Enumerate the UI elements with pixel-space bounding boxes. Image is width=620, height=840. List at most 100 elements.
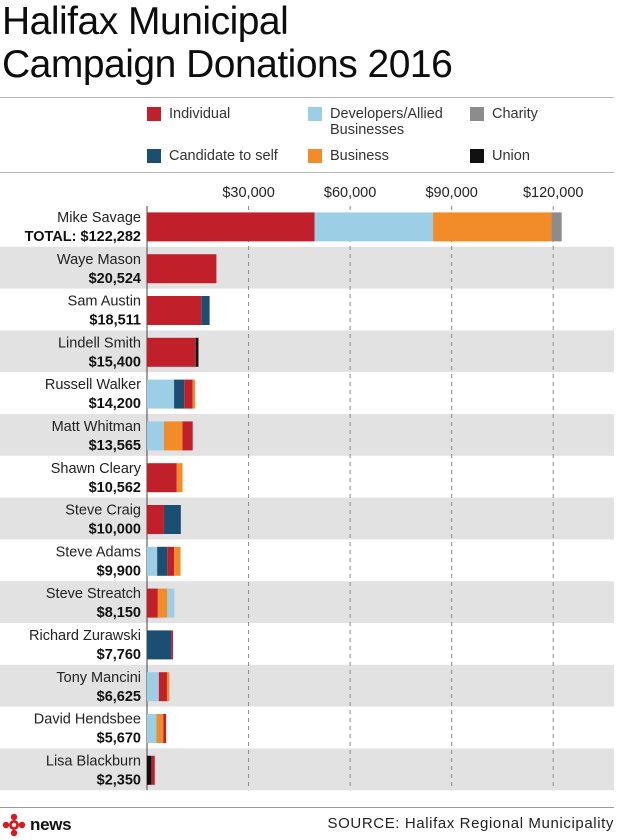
- source-note: SOURCE: Halifax Regional Municipality: [327, 815, 614, 832]
- bar-segment-individual: [147, 505, 164, 534]
- candidate-name: Steve Craig: [65, 503, 141, 519]
- row-shade: [0, 246, 614, 289]
- bar-segment-business: [166, 672, 170, 702]
- bar-segment-business: [157, 588, 168, 618]
- candidate-name: Steve Streatch: [46, 586, 141, 602]
- bar-segment-individual: [167, 546, 175, 576]
- candidate-total: $10,000: [89, 522, 141, 538]
- title-line-2: Campaign Donations 2016: [2, 43, 453, 86]
- bar-segment-business: [433, 212, 552, 242]
- title-line-1: Halifax Municipal: [2, 0, 289, 43]
- logo-text: news: [30, 815, 72, 834]
- candidate-name: Matt Whitman: [52, 419, 141, 435]
- bar-segment-developers-allied-businesses: [147, 714, 157, 743]
- x-tick-label: $90,000: [425, 185, 477, 201]
- legend-item-union: Union: [470, 148, 530, 164]
- bar-segment-candidate-to-self: [201, 296, 210, 325]
- legend-swatch-charity: [470, 107, 484, 121]
- candidate-name: Russell Walker: [45, 377, 141, 393]
- legend-swatch-union: [470, 149, 484, 163]
- candidate-total: $10,562: [89, 480, 141, 496]
- candidate-total: $13,565: [89, 438, 141, 454]
- title-divider: [0, 97, 614, 98]
- legend-label-charity: Charity: [492, 106, 538, 122]
- bar-segment-developers-allied-businesses: [147, 672, 159, 702]
- bar-segment-individual: [163, 714, 167, 743]
- candidate-name: Shawn Cleary: [51, 461, 142, 477]
- footer-divider: [0, 807, 614, 808]
- x-tick-label: $120,000: [523, 185, 583, 201]
- bar-segment-individual: [147, 212, 315, 242]
- legend-label-candidate-to-self: Candidate to self: [169, 148, 278, 164]
- candidate-total: $14,200: [89, 396, 141, 412]
- bar-segment-business: [163, 421, 183, 451]
- bar-segment-individual: [158, 672, 167, 702]
- candidate-name: Steve Adams: [56, 544, 141, 560]
- legend-item-business: Business: [308, 148, 389, 164]
- legend-swatch-candidate-to-self: [147, 149, 161, 163]
- bar-segment-individual: [147, 337, 196, 367]
- bar-segment-individual: [147, 254, 217, 284]
- candidate-name: David Hendsbee: [34, 712, 141, 728]
- candidate-total: $6,625: [97, 689, 141, 705]
- legend-swatch-developers: [308, 107, 322, 121]
- candidate-total: $8,150: [97, 605, 141, 621]
- candidate-total: TOTAL: $122,282: [25, 229, 141, 245]
- bar-segment-charity: [551, 212, 562, 242]
- legend-swatch-business: [308, 149, 322, 163]
- x-tick-label: $30,000: [222, 185, 274, 201]
- legend-item-developers: Developers/Allied Businesses: [308, 106, 443, 138]
- candidate-name: Tony Mancini: [56, 670, 141, 686]
- legend-label-developers: Developers/Allied Businesses: [330, 106, 443, 138]
- row-shade: [0, 330, 614, 373]
- candidate-name: Lisa Blackburn: [46, 753, 141, 769]
- bar-segment-candidate-to-self: [157, 546, 168, 576]
- chart-title: Halifax Municipal Campaign Donations 201…: [2, 0, 602, 86]
- bar-segment-developers-allied-businesses: [147, 546, 158, 576]
- row-shade: [0, 748, 614, 791]
- bar-segment-individual: [182, 421, 193, 451]
- bar-segment-candidate-to-self: [147, 630, 172, 660]
- row-shade: [0, 414, 614, 456]
- bar-segment-individual: [147, 463, 177, 493]
- candidate-total: $9,900: [97, 563, 141, 579]
- cbc-gem-icon: [2, 813, 26, 837]
- row-shade: [0, 497, 614, 540]
- bar-segment-business: [176, 463, 183, 493]
- bar-segment-individual: [184, 379, 193, 409]
- candidate-total: $20,524: [89, 271, 141, 287]
- bar-segment-candidate-to-self: [174, 379, 185, 409]
- candidate-total: $2,350: [97, 772, 141, 788]
- bar-segment-union: [195, 337, 199, 367]
- candidate-total: $15,400: [89, 354, 141, 370]
- candidate-name: Richard Zurawski: [29, 628, 141, 644]
- bar-segment-developers-allied-businesses: [147, 379, 175, 409]
- bar-segment-developers-allied-businesses: [167, 588, 175, 618]
- bar-segment-business: [156, 714, 164, 743]
- bar-segment-individual: [151, 755, 155, 785]
- row-shade: [0, 664, 614, 707]
- legend-item-candidate-to-self: Candidate to self: [147, 148, 278, 164]
- x-tick-label: $60,000: [324, 185, 376, 201]
- legend-label-union: Union: [492, 148, 530, 164]
- bar-segment-developers-allied-businesses: [147, 421, 164, 451]
- row-shade: [0, 581, 614, 623]
- bar-segment-union: [147, 755, 152, 785]
- legend-divider: [0, 172, 614, 173]
- legend-item-individual: Individual: [147, 106, 230, 122]
- bar-segment-candidate-to-self: [163, 505, 181, 534]
- candidate-name: Sam Austin: [68, 294, 141, 310]
- legend-label-business: Business: [330, 148, 389, 164]
- legend-label-individual: Individual: [169, 106, 231, 122]
- candidate-total: $5,670: [97, 731, 141, 747]
- cbc-news-logo: news: [2, 813, 72, 837]
- bar-segment-individual: [147, 296, 202, 325]
- candidate-name: Mike Savage: [57, 210, 141, 226]
- bar-segment-individual: [171, 630, 174, 660]
- bar-segment-individual: [147, 588, 158, 618]
- candidate-total: $18,511: [89, 313, 141, 329]
- bar-segment-developers-allied-businesses: [314, 212, 434, 242]
- bar-segment-business: [174, 546, 181, 576]
- candidate-total: $7,760: [97, 647, 141, 663]
